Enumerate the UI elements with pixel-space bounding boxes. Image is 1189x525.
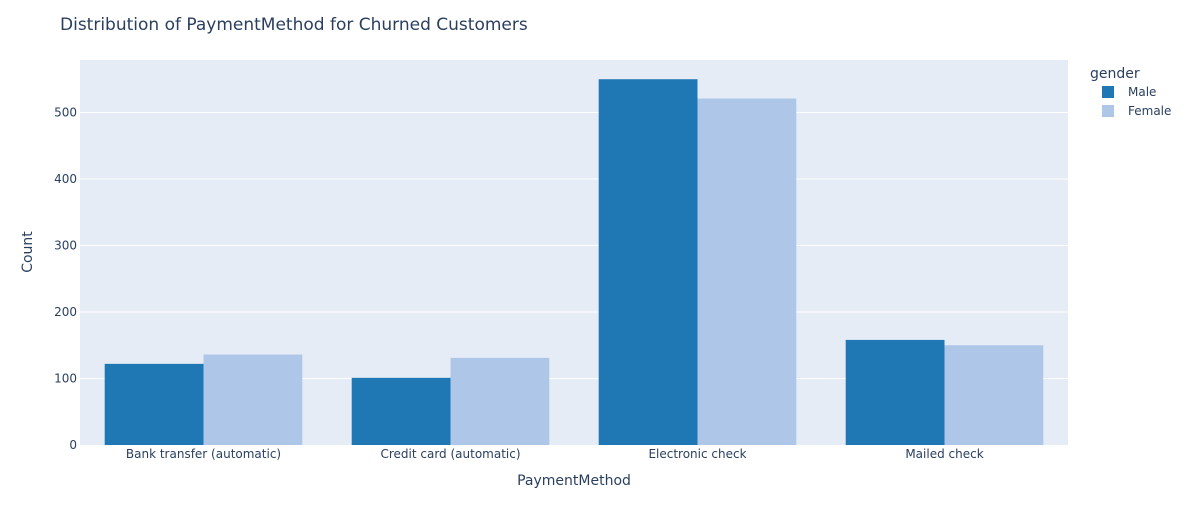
legend-swatch-male[interactable] <box>1102 86 1114 98</box>
bar-female[interactable] <box>203 354 303 445</box>
x-axis-title: PaymentMethod <box>517 473 631 489</box>
y-tick-label: 0 <box>69 438 77 452</box>
legend-title: gender <box>1090 66 1140 82</box>
bars <box>104 79 1044 446</box>
x-axis-ticks: Bank transfer (automatic) Credit card (au… <box>126 447 984 461</box>
y-tick-label: 300 <box>54 238 77 252</box>
bar-female[interactable] <box>697 98 797 445</box>
y-tick-label: 100 <box>54 371 77 385</box>
bar-female[interactable] <box>450 357 550 445</box>
legend-swatch-female[interactable] <box>1102 105 1114 117</box>
bar-male[interactable] <box>845 339 945 445</box>
x-tick-label: Electronic check <box>648 447 746 461</box>
x-tick-label: Bank transfer (automatic) <box>126 447 281 461</box>
legend-label-male[interactable]: Male <box>1128 85 1156 99</box>
y-tick-label: 200 <box>54 305 77 319</box>
y-tick-label: 400 <box>54 172 77 186</box>
y-axis-ticks: 0 100 200 300 400 500 <box>54 105 77 452</box>
legend-label-female[interactable]: Female <box>1128 104 1171 118</box>
bar-male[interactable] <box>598 79 698 446</box>
bar-female[interactable] <box>944 345 1044 445</box>
chart-title: Distribution of PaymentMethod for Churne… <box>60 15 528 35</box>
legend-items[interactable]: Male Female <box>1102 85 1171 118</box>
x-tick-label: Mailed check <box>905 447 983 461</box>
y-tick-label: 500 <box>54 105 77 119</box>
bar-male[interactable] <box>351 377 451 445</box>
legend[interactable]: gender Male Female <box>1090 66 1171 118</box>
bar-male[interactable] <box>104 363 204 445</box>
x-tick-label: Credit card (automatic) <box>380 447 520 461</box>
y-axis-title: Count <box>20 231 36 273</box>
